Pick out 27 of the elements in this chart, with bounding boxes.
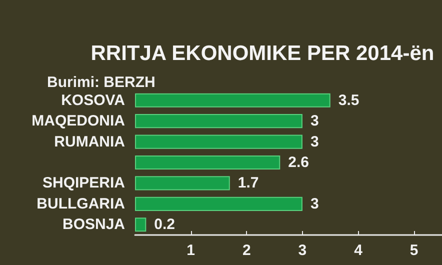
bar: [135, 114, 302, 128]
bar: [135, 196, 302, 211]
bar: [135, 176, 230, 190]
data-label: 2.6: [288, 154, 309, 171]
x-tick-label: 5: [410, 242, 418, 259]
data-label: 3: [310, 195, 319, 212]
data-label: 0.2: [154, 216, 176, 234]
y-tick-label: BULLGARIA: [36, 195, 126, 212]
x-tick-label: 1: [186, 242, 195, 259]
data-label: 3: [310, 133, 319, 150]
x-tick-label: 3: [298, 242, 307, 259]
y-tick-label: SHQIPERIA: [42, 174, 126, 192]
data-label: 3: [310, 112, 319, 130]
y-tick-label: RUMANIA: [54, 133, 126, 150]
y-tick-label: BOSNJA: [62, 216, 126, 234]
y-tick-label: MAQEDONIA: [32, 112, 126, 130]
x-tick-label: 2: [242, 242, 251, 259]
bar: [135, 218, 146, 232]
x-tick-label: 4: [354, 242, 364, 259]
bar: [135, 134, 302, 149]
chart-subtitle: Burimi: BERZH: [47, 74, 156, 91]
bar: [135, 93, 330, 108]
data-label: 3.5: [338, 92, 360, 109]
bar: [135, 155, 280, 170]
chart-title: RRITJA EKONOMIKE PER 2014-ën: [90, 42, 434, 65]
y-tick-label: KOSOVA: [61, 92, 126, 109]
data-label: 1.7: [238, 174, 259, 192]
